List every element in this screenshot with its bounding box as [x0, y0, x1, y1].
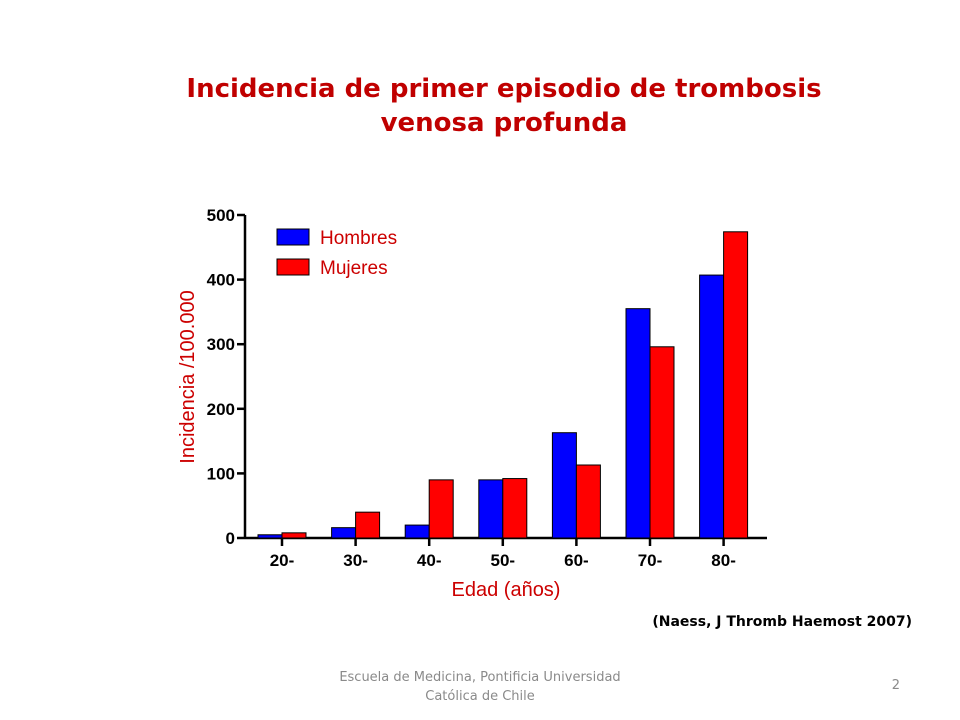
x-tick-label: 40- — [417, 551, 442, 570]
slide-title-line-2: venosa profunda — [380, 108, 628, 138]
slide-title-line-1: Incidencia de primer episodio de trombos… — [186, 74, 822, 104]
y-tick-label: 200 — [207, 400, 235, 419]
y-tick-label: 0 — [226, 529, 235, 548]
bar-hombres-50 — [478, 479, 504, 539]
y-tick-label: 500 — [207, 206, 235, 225]
legend-swatch-hombres — [276, 228, 310, 246]
y-tick-label: 100 — [207, 464, 235, 483]
bar-hombres-20 — [257, 534, 283, 539]
legend-label-hombres: Hombres — [320, 228, 397, 249]
x-tick-label: 20- — [270, 551, 295, 570]
bar-mujeres-80 — [723, 231, 749, 539]
footer-line-1: Escuela de Medicina, Pontificia Universi… — [339, 670, 621, 685]
x-tick-label: 50- — [491, 551, 516, 570]
bar-hombres-80 — [699, 274, 725, 539]
bar-mujeres-20 — [281, 532, 307, 539]
x-tick-label: 30- — [343, 551, 368, 570]
footer-line-2: Católica de Chile — [425, 689, 535, 704]
page-number: 2 — [891, 678, 900, 693]
bar-hombres-30 — [331, 527, 357, 539]
bar-mujeres-40 — [428, 479, 454, 539]
bar-hombres-60 — [551, 432, 577, 539]
bar-hombres-40 — [404, 524, 430, 539]
y-tick-label: 400 — [207, 271, 235, 290]
x-tick-label: 70- — [638, 551, 663, 570]
bar-hombres-70 — [625, 308, 651, 539]
slide-title: Incidencia de primer episodio de trombos… — [0, 72, 960, 140]
y-axis-title: Incidencia /100.000 — [177, 290, 199, 463]
legend-swatch-mujeres — [276, 258, 310, 276]
bar-mujeres-60 — [575, 464, 601, 539]
bar-mujeres-30 — [355, 511, 381, 539]
bar-mujeres-50 — [502, 478, 528, 539]
footer: Escuela de Medicina, Pontificia Universi… — [300, 668, 660, 706]
x-tick-label: 80- — [711, 551, 736, 570]
x-axis-title: Edad (años) — [452, 579, 561, 601]
y-tick-label: 300 — [207, 335, 235, 354]
x-tick-label: 60- — [564, 551, 589, 570]
citation: (Naess, J Thromb Haemost 2007) — [652, 614, 912, 630]
legend-label-mujeres: Mujeres — [320, 258, 388, 279]
bar-mujeres-70 — [649, 346, 675, 539]
